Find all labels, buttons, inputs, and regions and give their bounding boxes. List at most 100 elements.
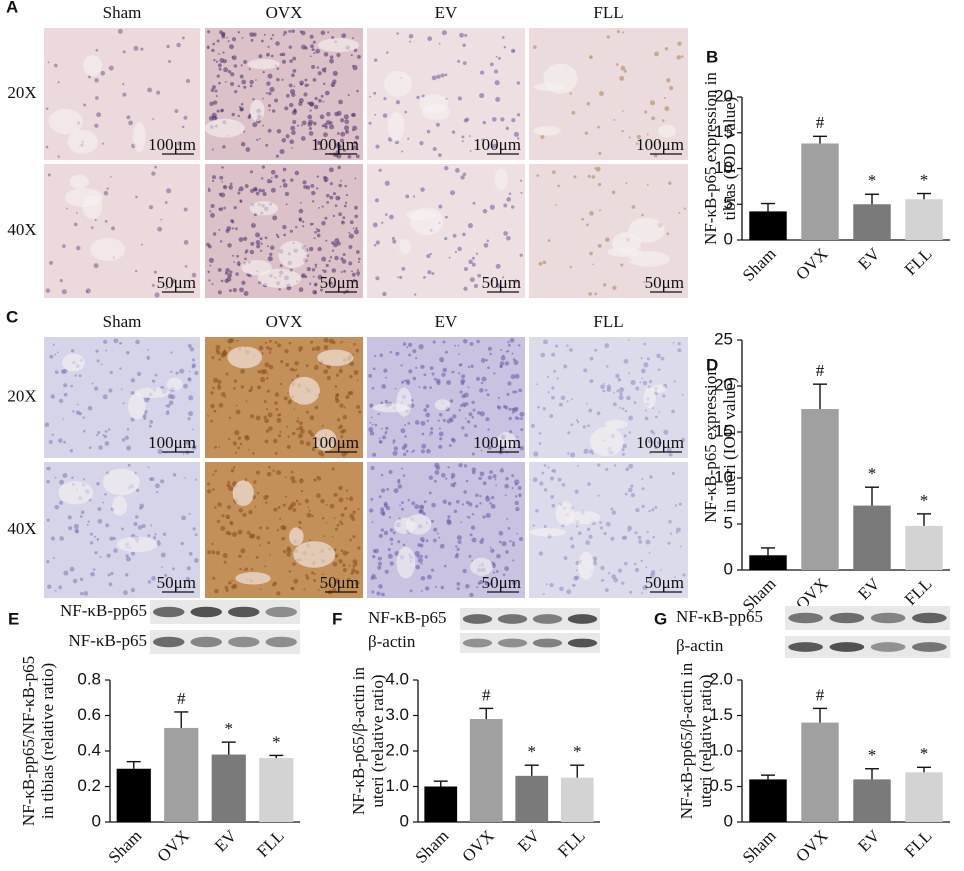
micrograph-cell [50,394,56,399]
micrograph-cell [254,505,257,508]
micrograph-cell [235,409,241,415]
y-axis-label: in tibias (relative ratio) [38,663,57,819]
micrograph-cell [479,502,482,505]
bar [164,727,199,822]
micrograph-cell [414,550,420,557]
micrograph-cell [387,547,391,552]
micrograph-cell [79,515,83,518]
blot-label: β-actin [368,632,416,651]
y-tick-label: 0 [92,811,101,830]
micrograph-cell [222,59,227,64]
micrograph-cell [530,423,535,428]
y-tick-label: 0 [400,811,409,830]
micrograph-cell [309,282,312,285]
micrograph-cell [423,385,427,390]
column-label: FLL [593,3,623,22]
micrograph-cell [538,261,543,266]
bar [424,786,458,822]
micrograph-cell [220,279,224,283]
micrograph-cell [274,401,278,405]
micrograph-cell [130,391,135,395]
micrograph-cell [329,195,334,200]
micrograph-cell [483,242,489,248]
scale-bar-label: 100μm [311,135,359,154]
micrograph-cell [648,510,651,513]
micrograph-cell [375,276,380,281]
micrograph-cell [649,572,655,578]
micrograph-cell [225,514,231,520]
micrograph-cell [149,420,154,424]
micrograph-cell [244,184,249,188]
x-tick-label: Sham [739,826,780,867]
micrograph-cell [62,244,66,248]
micrograph-cell [246,530,251,535]
micrograph-cell [108,388,113,393]
micrograph-cell [274,98,279,103]
micrograph-cell [672,341,675,344]
micrograph-cell [633,401,637,405]
micrograph-cell [456,582,461,586]
micrograph-cell [265,429,270,433]
significance-marker: # [177,689,186,708]
micrograph-cell [503,45,507,49]
micrograph-cell [342,414,348,420]
micrograph-cell [237,84,241,88]
x-tick-label: Sham [739,244,780,285]
micrograph-cell [518,388,523,393]
micrograph-cell [282,224,287,230]
micrograph-cell [156,491,159,494]
micrograph-cell [669,532,673,535]
micrograph-cell [352,510,356,514]
micrograph-cell [342,216,346,220]
micrograph-cell [504,361,510,366]
micrograph-cell [249,84,253,88]
x-tick-label: EV [854,244,884,274]
micrograph-cell [106,187,109,190]
micrograph-cell [157,226,163,232]
micrograph-cell [309,415,315,420]
micrograph-cell [71,476,74,480]
y-tick-label: 20 [714,375,733,394]
micrograph-cell [147,357,150,360]
micrograph-cell [292,562,296,566]
micrograph-cell [645,409,647,412]
micrograph-cell [171,278,177,284]
micrograph-cell [249,414,255,419]
micrograph-cell [569,347,573,352]
micrograph-cell [227,338,233,344]
micrograph-cell [267,128,272,133]
micrograph-cell [404,110,408,114]
micrograph-cell [148,424,152,428]
micrograph-cell [457,246,462,252]
micrograph-cell [238,554,242,559]
micrograph-cell [59,500,64,505]
micrograph-cell [517,344,521,347]
micrograph-cell [457,59,461,63]
micrograph-cell [320,94,324,98]
micrograph-cell [124,573,129,577]
micrograph-cell [356,379,359,382]
micrograph-cell [423,500,427,504]
micrograph-cell [556,377,559,380]
micrograph-cell [310,44,314,49]
micrograph-cell [341,340,344,343]
micrograph-cell [482,481,487,486]
micrograph-cell [232,441,237,446]
micrograph-cell [570,423,574,427]
scale-bar-label: 100μm [311,433,359,452]
micrograph-cell [413,293,417,296]
micrograph-cell [429,366,434,371]
micrograph-cell [542,260,547,265]
micrograph-cell [353,370,359,375]
micrograph-cell [312,121,317,126]
micrograph-cell [228,485,234,492]
x-tick-label: OVX [792,826,831,865]
micrograph-structure [48,108,83,135]
micrograph-cell [457,540,462,545]
micrograph-cell [618,406,621,409]
micrograph-cell [604,343,610,349]
micrograph-cell [497,396,500,399]
micrograph-cell [379,353,383,357]
micrograph-cell [462,61,467,66]
micrograph-cell [211,175,217,180]
